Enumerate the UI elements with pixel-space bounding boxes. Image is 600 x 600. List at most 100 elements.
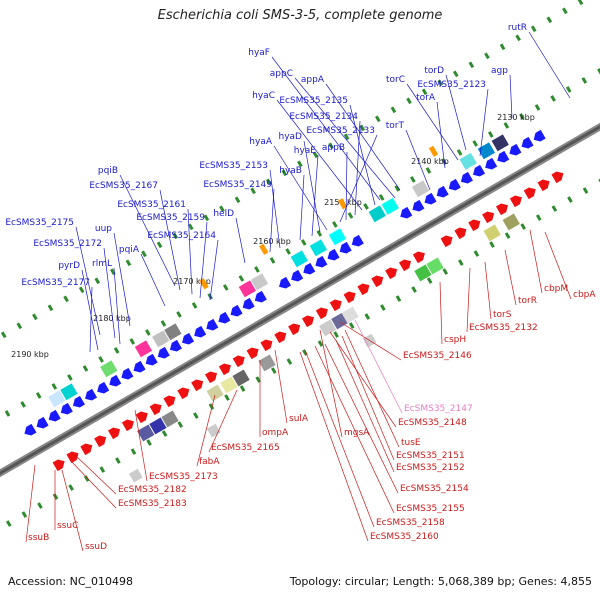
reverse-gene-block xyxy=(341,306,359,324)
forward-gene-arrow xyxy=(85,388,98,401)
scale-tick-mark xyxy=(115,457,121,464)
gene-label: sulA xyxy=(289,414,309,424)
scale-tick-mark xyxy=(238,275,245,282)
scale-tick-mark xyxy=(99,466,106,473)
scale-tick-mark xyxy=(4,410,11,417)
forward-gene-arrow xyxy=(473,164,486,177)
gene-label-leader xyxy=(81,269,99,351)
forward-gene-block xyxy=(477,142,496,160)
gene-label-leader xyxy=(187,208,193,295)
gene-label-leader xyxy=(25,464,36,543)
forward-gene-arrow xyxy=(400,206,413,219)
forward-gene-arrow xyxy=(424,192,437,205)
forward-gene-block xyxy=(164,323,182,341)
accession-number: Accession: NC_010498 xyxy=(8,575,134,588)
reverse-gene-arrow xyxy=(80,443,93,456)
gene-label: EcSMS35_2159 xyxy=(136,213,205,223)
forward-gene-block xyxy=(250,273,269,291)
scale-tick-mark xyxy=(363,203,369,210)
scale-tick-mark xyxy=(468,61,475,69)
scale-tick-mark xyxy=(297,160,303,168)
forward-gene-arrow xyxy=(230,304,243,317)
scale-tick-mark xyxy=(551,205,558,212)
gene-label-leader xyxy=(199,221,208,299)
scale-tick-mark xyxy=(347,212,354,219)
gene-label: EcSMS35_2175 xyxy=(5,218,74,228)
scale-tick-mark xyxy=(67,374,73,381)
scale-tick-mark xyxy=(177,421,184,428)
gene-label: uup xyxy=(95,224,112,234)
gene-label: agp xyxy=(491,66,508,76)
gene-label: torA xyxy=(416,93,436,103)
reverse-gene-arrow xyxy=(551,171,564,184)
gene-label-leader xyxy=(61,469,84,552)
gene-label-leader xyxy=(329,331,397,428)
gene-label: EcSMS35_2161 xyxy=(117,200,186,210)
scale-tick-mark xyxy=(222,284,229,291)
scale-tick-mark xyxy=(390,106,397,114)
gene-label-leader xyxy=(89,286,93,353)
scale-tick-mark xyxy=(191,302,198,309)
gene-label: ssuD xyxy=(85,542,107,552)
gene-label: EcSMS35_2135 xyxy=(279,96,348,106)
scale-tick-mark xyxy=(270,367,277,374)
scale-label: 2160 kbp xyxy=(253,237,291,246)
reverse-gene-arrow xyxy=(523,187,536,200)
gene-label-leader xyxy=(74,454,117,495)
gene-label-leader xyxy=(324,343,399,494)
scale-tick-mark xyxy=(208,403,215,410)
forward-gene-arrow xyxy=(133,360,146,373)
reverse-gene-arrow xyxy=(191,379,204,392)
gene-label: EcSMS35_2134 xyxy=(289,112,358,122)
genome-stats: Topology: circular; Length: 5,068,389 bp… xyxy=(289,575,592,588)
scale-tick-mark xyxy=(316,230,323,237)
reverse-gene-arrow xyxy=(121,419,134,432)
gene-label: fabA xyxy=(199,457,220,467)
gene-label-leader xyxy=(436,101,446,169)
reverse-gene-arrow xyxy=(66,451,79,464)
scale-tick-mark xyxy=(520,223,526,230)
gene-label-leader xyxy=(405,129,431,191)
gene-label: hyaA xyxy=(249,137,273,147)
reverse-gene-block xyxy=(137,424,155,442)
gene-label: appC xyxy=(270,69,293,79)
gene-label: EcSMS35_2147 xyxy=(404,404,473,414)
forward-gene-arrow xyxy=(60,402,73,415)
forward-gene-arrow xyxy=(109,374,122,387)
gene-label-leader xyxy=(354,120,361,216)
scale-tick-mark xyxy=(421,88,428,96)
gene-label-leader xyxy=(509,74,513,119)
gene-label: EcSMS35_2153 xyxy=(199,161,268,171)
reverse-gene-arrow xyxy=(232,355,245,368)
gene-label: EcSMS35_2149 xyxy=(203,180,272,190)
forward-gene-arrow xyxy=(327,248,340,261)
reverse-gene-arrow xyxy=(177,387,190,400)
gene-label: EcSMS35_2132 xyxy=(469,323,538,333)
scale-tick-mark xyxy=(300,239,307,246)
map-title: Escherichia coli SMS-3-5, complete genom… xyxy=(157,8,443,23)
forward-gene-arrow xyxy=(254,290,267,303)
forward-gene-block xyxy=(368,205,386,223)
forward-gene-arrow xyxy=(279,276,292,289)
gene-label-leader xyxy=(504,249,517,306)
scale-tick-mark xyxy=(530,25,537,33)
forward-gene-arrow xyxy=(497,150,510,163)
gene-label-leader xyxy=(113,267,121,345)
forward-gene-arrow xyxy=(218,311,231,324)
gene-label-leader xyxy=(269,188,275,253)
scale-tick-mark xyxy=(503,122,510,129)
scale-tick-mark xyxy=(265,178,272,186)
gene-label: torD xyxy=(424,66,444,76)
scale-tick-mark xyxy=(172,232,178,240)
gene-label-leader xyxy=(276,99,363,211)
forward-gene-block xyxy=(134,340,153,358)
scale-tick-mark xyxy=(364,313,371,320)
forward-gene-small xyxy=(337,198,348,210)
scale-tick-mark xyxy=(141,250,147,258)
gene-label-leader xyxy=(484,261,492,320)
forward-gene-arrow xyxy=(339,241,352,254)
forward-gene-arrow xyxy=(521,136,534,149)
scale-tick-mark xyxy=(484,52,490,60)
forward-gene-arrow xyxy=(72,395,85,408)
